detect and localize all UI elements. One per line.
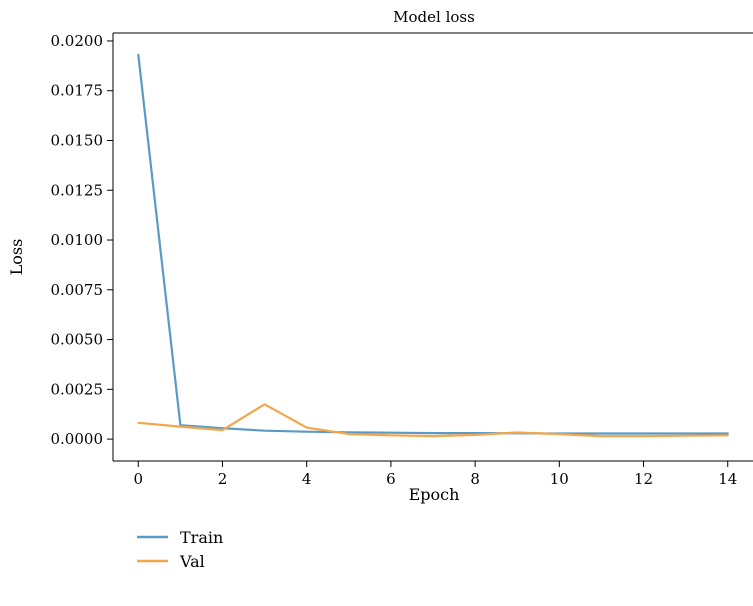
x-tick-label: 0 — [133, 470, 143, 488]
y-tick-label: 0.0175 — [51, 82, 104, 100]
series-line-train — [137, 53, 729, 435]
x-tick-label: 8 — [470, 470, 480, 488]
y-tick-label: 0.0150 — [51, 131, 104, 149]
legend: Train Val — [137, 528, 223, 571]
chart-title: Model loss — [393, 8, 475, 26]
x-tick-label: 6 — [386, 470, 396, 488]
x-tick-label: 12 — [634, 470, 653, 488]
x-tick-label: 2 — [218, 470, 228, 488]
y-tick-label: 0.0200 — [51, 32, 104, 50]
x-tick-label: 14 — [718, 470, 737, 488]
y-tick-label: 0.0125 — [51, 181, 104, 199]
x-tick-label: 4 — [302, 470, 312, 488]
y-axis-label: Loss — [7, 239, 26, 276]
y-tick-label: 0.0050 — [51, 331, 104, 349]
x-axis-ticks: 0 2 4 6 8 10 12 14 — [133, 461, 737, 488]
y-tick-label: 0.0025 — [51, 380, 104, 398]
y-axis-ticks: 0.0000 0.0025 0.0050 0.0075 0.0100 0.0125 0.01… — [51, 32, 113, 448]
plot-frame — [112, 32, 753, 462]
series-lines — [137, 53, 729, 438]
y-tick-label: 0.0100 — [51, 231, 104, 249]
y-tick-label: 0.0075 — [51, 281, 104, 299]
x-tick-label: 10 — [550, 470, 569, 488]
x-axis-label: Epoch — [409, 485, 460, 504]
legend-label-train: Train — [180, 528, 223, 547]
legend-label-val: Val — [179, 552, 205, 571]
y-tick-label: 0.0000 — [51, 430, 104, 448]
series-line-val — [137, 403, 729, 438]
